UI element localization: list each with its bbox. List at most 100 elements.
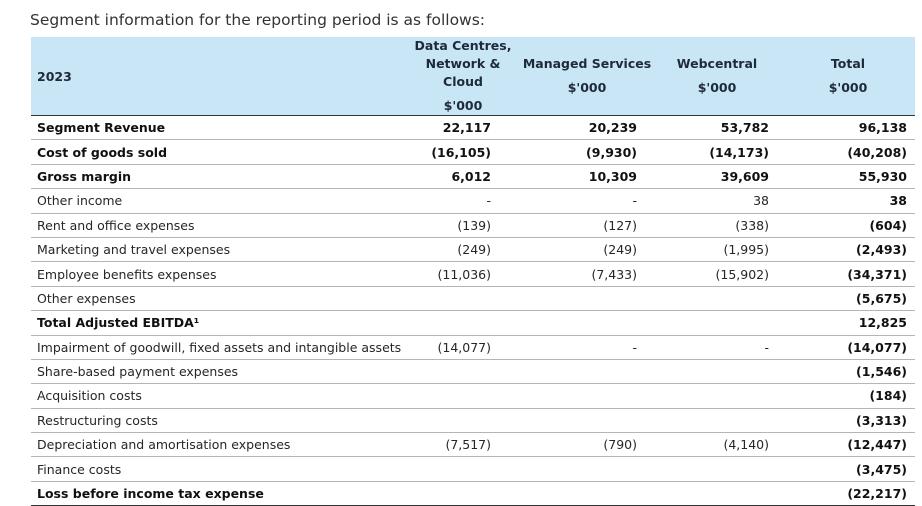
cell-total: (5,675)	[781, 286, 915, 312]
cell-total: 96,138	[781, 114, 915, 141]
cell-managed-services: (9,930)	[521, 139, 653, 165]
row-label: Acquisition costs	[31, 383, 405, 409]
row-label: Share-based payment expenses	[31, 359, 405, 385]
cell-total: (604)	[781, 213, 915, 238]
cell-total: (3,313)	[781, 408, 915, 434]
cell-data-centres: (11,036)	[405, 261, 521, 287]
cell-webcentral: 39,609	[653, 164, 781, 190]
cell-total: (12,447)	[781, 432, 915, 458]
table-row: Other income - -38 38	[31, 188, 915, 214]
row-label: Restructuring costs	[31, 408, 405, 434]
table-header: 2023 Data Centres, Network & Cloud $'000…	[31, 37, 915, 116]
cell-webcentral: (14,173)	[653, 139, 781, 165]
table-row: Marketing and travel expenses (249) (249)(…	[31, 237, 915, 263]
cell-managed-services: (790)	[521, 432, 653, 458]
cell-data-centres	[405, 286, 521, 312]
table-row: Segment Revenue 22,117 20,239 53,782 96,138	[31, 114, 915, 141]
cell-data-centres: (14,077)	[405, 335, 521, 360]
header-managed-services-unit: $'000	[567, 80, 607, 95]
cell-webcentral: 38	[653, 188, 781, 214]
row-label: Other expenses	[31, 286, 405, 312]
cell-data-centres: 6,012	[405, 164, 521, 190]
table-row: Depreciation and amortisation expenses (7…	[31, 432, 915, 458]
table-row: Gross margin 6,012 10,309 39,609 55,930	[31, 164, 915, 190]
header-data-centres-line1: Data Centres,	[414, 38, 512, 53]
cell-data-centres	[405, 408, 521, 434]
table-row: Loss before income tax expense (22,217)	[31, 481, 915, 506]
row-label: Other income	[31, 188, 405, 214]
row-label: Depreciation and amortisation expenses	[31, 432, 405, 458]
header-webcentral-unit: $'000	[697, 80, 737, 95]
cell-webcentral	[653, 481, 781, 506]
cell-managed-services	[521, 310, 653, 336]
cell-managed-services	[521, 383, 653, 409]
segment-table-container: 2023 Data Centres, Network & Cloud $'000…	[31, 37, 915, 506]
cell-total: (40,208)	[781, 139, 915, 165]
cell-webcentral	[653, 310, 781, 336]
table-row: Share-based payment expenses (1,546)	[31, 359, 915, 385]
row-label: Impairment of goodwill, fixed assets and…	[31, 335, 405, 360]
cell-managed-services: 20,239	[521, 114, 653, 141]
header-total: Total $'000	[781, 37, 915, 116]
cell-managed-services: (127)	[521, 213, 653, 238]
cell-data-centres: (7,517)	[405, 432, 521, 458]
cell-webcentral: -	[653, 335, 781, 360]
cell-total: 38	[781, 188, 915, 214]
row-label: Rent and office expenses	[31, 213, 405, 238]
table-body: Segment Revenue 22,117 20,239 53,782 96,138 C…	[31, 114, 915, 506]
row-label: Loss before income tax expense	[31, 481, 405, 506]
table-row: Employee benefits expenses (11,036) (7,433…	[31, 261, 915, 287]
row-label: Segment Revenue	[31, 114, 405, 141]
cell-managed-services	[521, 456, 653, 482]
header-managed-services: Managed Services $'000	[521, 37, 653, 116]
cell-total: (34,371)	[781, 261, 915, 287]
row-label: Gross margin	[31, 164, 405, 190]
header-data-centres-line2: Network & Cloud	[425, 56, 501, 89]
cell-webcentral: (1,995)	[653, 237, 781, 263]
table-row: Other expenses (5,675)	[31, 286, 915, 312]
table-row: Impairment of goodwill, fixed assets and…	[31, 335, 915, 360]
cell-data-centres	[405, 383, 521, 409]
table-row: Finance costs (3,475)	[31, 456, 915, 482]
header-data-centres: Data Centres, Network & Cloud $'000	[405, 37, 521, 116]
cell-managed-services: (7,433)	[521, 261, 653, 287]
cell-managed-services	[521, 359, 653, 385]
segment-table: 2023 Data Centres, Network & Cloud $'000…	[31, 37, 915, 506]
row-label: Employee benefits expenses	[31, 261, 405, 287]
cell-managed-services: -	[521, 188, 653, 214]
cell-total: (184)	[781, 383, 915, 409]
cell-webcentral	[653, 456, 781, 482]
cell-managed-services	[521, 481, 653, 506]
cell-data-centres	[405, 456, 521, 482]
cell-webcentral: (338)	[653, 213, 781, 238]
table-row: Acquisition costs (184)	[31, 383, 915, 409]
cell-managed-services	[521, 286, 653, 312]
cell-webcentral	[653, 359, 781, 385]
cell-webcentral	[653, 286, 781, 312]
cell-data-centres: -	[405, 188, 521, 214]
header-managed-services-label: Managed Services	[522, 56, 652, 71]
cell-data-centres: 22,117	[405, 114, 521, 141]
row-label: Marketing and travel expenses	[31, 237, 405, 263]
row-label: Finance costs	[31, 456, 405, 482]
cell-managed-services: -	[521, 335, 653, 360]
header-total-unit: $'000	[828, 80, 868, 95]
cell-total: (3,475)	[781, 456, 915, 482]
header-webcentral-label: Webcentral	[676, 56, 758, 71]
cell-total: (2,493)	[781, 237, 915, 263]
cell-total: (22,217)	[781, 481, 915, 506]
table-row: Total Adjusted EBITDA¹ 12,825	[31, 310, 915, 336]
cell-webcentral: (4,140)	[653, 432, 781, 458]
header-total-label: Total	[830, 56, 866, 71]
cell-total: (1,546)	[781, 359, 915, 385]
header-year: 2023	[31, 37, 405, 116]
cell-managed-services	[521, 408, 653, 434]
table-row: Rent and office expenses (139) (127) (338)(…	[31, 213, 915, 238]
cell-data-centres: (16,105)	[405, 139, 521, 165]
cell-webcentral: 53,782	[653, 114, 781, 141]
table-row: Cost of goods sold (16,105) (9,930) (14,173…	[31, 139, 915, 165]
cell-data-centres	[405, 310, 521, 336]
cell-webcentral	[653, 383, 781, 409]
cell-data-centres	[405, 359, 521, 385]
cell-total: 12,825	[781, 310, 915, 336]
